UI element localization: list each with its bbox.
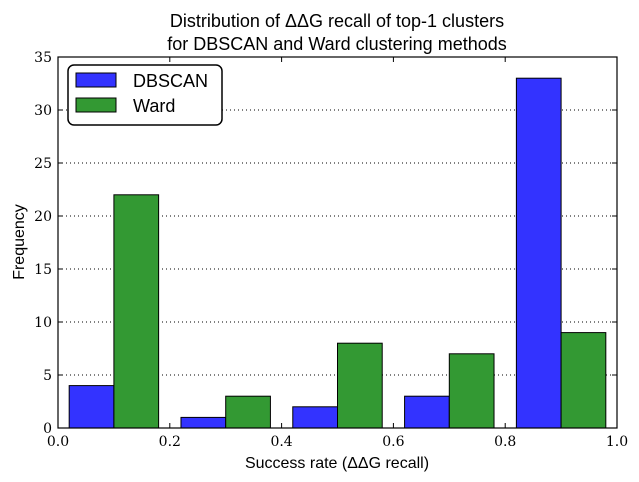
legend: DBSCAN Ward — [67, 64, 223, 126]
bar-ward-bin-3 — [448, 353, 495, 429]
y-tick-label-7: 35 — [34, 50, 52, 66]
y-tick-label-4: 20 — [34, 209, 52, 225]
chart-title-line-1: Distribution of ΔΔG recall of top-1 clus… — [170, 11, 504, 31]
y-tick-label-0: 0 — [43, 421, 52, 437]
legend-label-dbscan: DBSCAN — [133, 71, 208, 91]
legend-label-ward: Ward — [133, 96, 175, 116]
bar-dbscan-bin-3 — [404, 395, 450, 429]
bar-dbscan-bin-1 — [180, 416, 227, 429]
chart-title-line-2: for DBSCAN and Ward clustering methods — [167, 34, 506, 54]
legend-swatch-dbscan — [75, 72, 117, 88]
x-tick-label-0: 0.0 — [47, 434, 69, 450]
x-tick-label-3: 0.6 — [382, 434, 404, 450]
x-tick-label-4: 0.8 — [494, 434, 516, 450]
x-tick-label-5: 1.0 — [606, 434, 628, 450]
x-tick-label-2: 0.4 — [270, 434, 292, 450]
y-axis-label: Frequency — [11, 204, 28, 280]
bars — [68, 77, 607, 429]
axis-ticks: 0.0 0.2 0.4 0.6 0.8 1.0 0 5 10 15 20 25 30 35 — [34, 50, 628, 450]
bar-dbscan-bin-4 — [515, 77, 562, 429]
bar-dbscan-bin-2 — [292, 406, 338, 429]
y-tick-label-5: 25 — [34, 156, 52, 172]
bar-dbscan-bin-0 — [68, 385, 115, 429]
plot-frame — [57, 56, 618, 429]
y-tick-label-3: 15 — [34, 262, 52, 278]
y-tick-label-2: 10 — [34, 315, 52, 331]
bar-ward-bin-4 — [560, 332, 607, 429]
bar-ward-bin-2 — [337, 342, 383, 429]
y-tick-label-6: 30 — [34, 103, 52, 119]
legend-swatch-ward — [75, 97, 117, 113]
bar-ward-bin-0 — [113, 194, 160, 429]
x-axis-label: Success rate (ΔΔG recall) — [245, 455, 429, 472]
x-tick-label-1: 0.2 — [159, 434, 181, 450]
bar-ward-bin-1 — [225, 395, 271, 429]
y-tick-label-1: 5 — [43, 368, 52, 384]
